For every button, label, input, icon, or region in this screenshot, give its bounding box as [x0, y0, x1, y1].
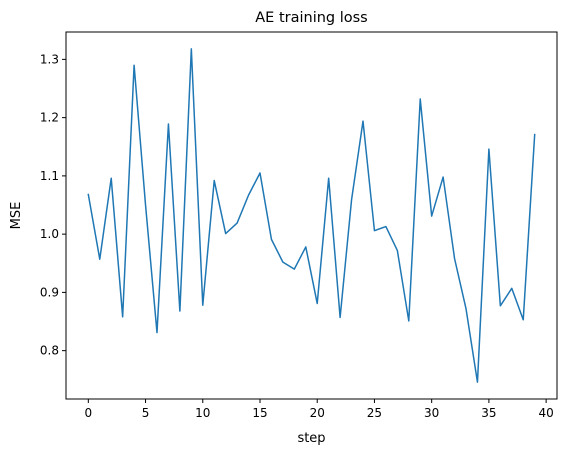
y-tick-label: 1.0: [40, 227, 59, 241]
x-tick-label: 35: [481, 406, 496, 420]
y-tick-label: 1.1: [40, 169, 59, 183]
series-line-0: [87, 48, 536, 383]
x-tick-label: 15: [252, 406, 267, 420]
x-tick-label: 30: [424, 406, 439, 420]
x-tick-label: 5: [142, 406, 150, 420]
y-tick-label: 1.3: [40, 52, 59, 66]
x-tick-label: 25: [367, 406, 382, 420]
y-tick-label: 0.9: [40, 285, 59, 299]
x-tick-label: 10: [195, 406, 210, 420]
plot-area: 0 5 10 15 20 25 30 35 40 0.8 0.9 1.0 1.1 1.2 1.3: [40, 31, 558, 420]
y-tick-label: 0.8: [40, 344, 59, 358]
plot-frame: [65, 31, 558, 400]
chart-title: AE training loss: [255, 10, 367, 26]
x-axis-label: step: [297, 431, 325, 446]
y-tick-label: 1.2: [40, 111, 59, 125]
x-tick-label: 20: [310, 406, 325, 420]
y-axis-label: MSE: [9, 202, 24, 230]
x-tick-label: 0: [84, 406, 92, 420]
x-tick-label: 40: [538, 406, 553, 420]
